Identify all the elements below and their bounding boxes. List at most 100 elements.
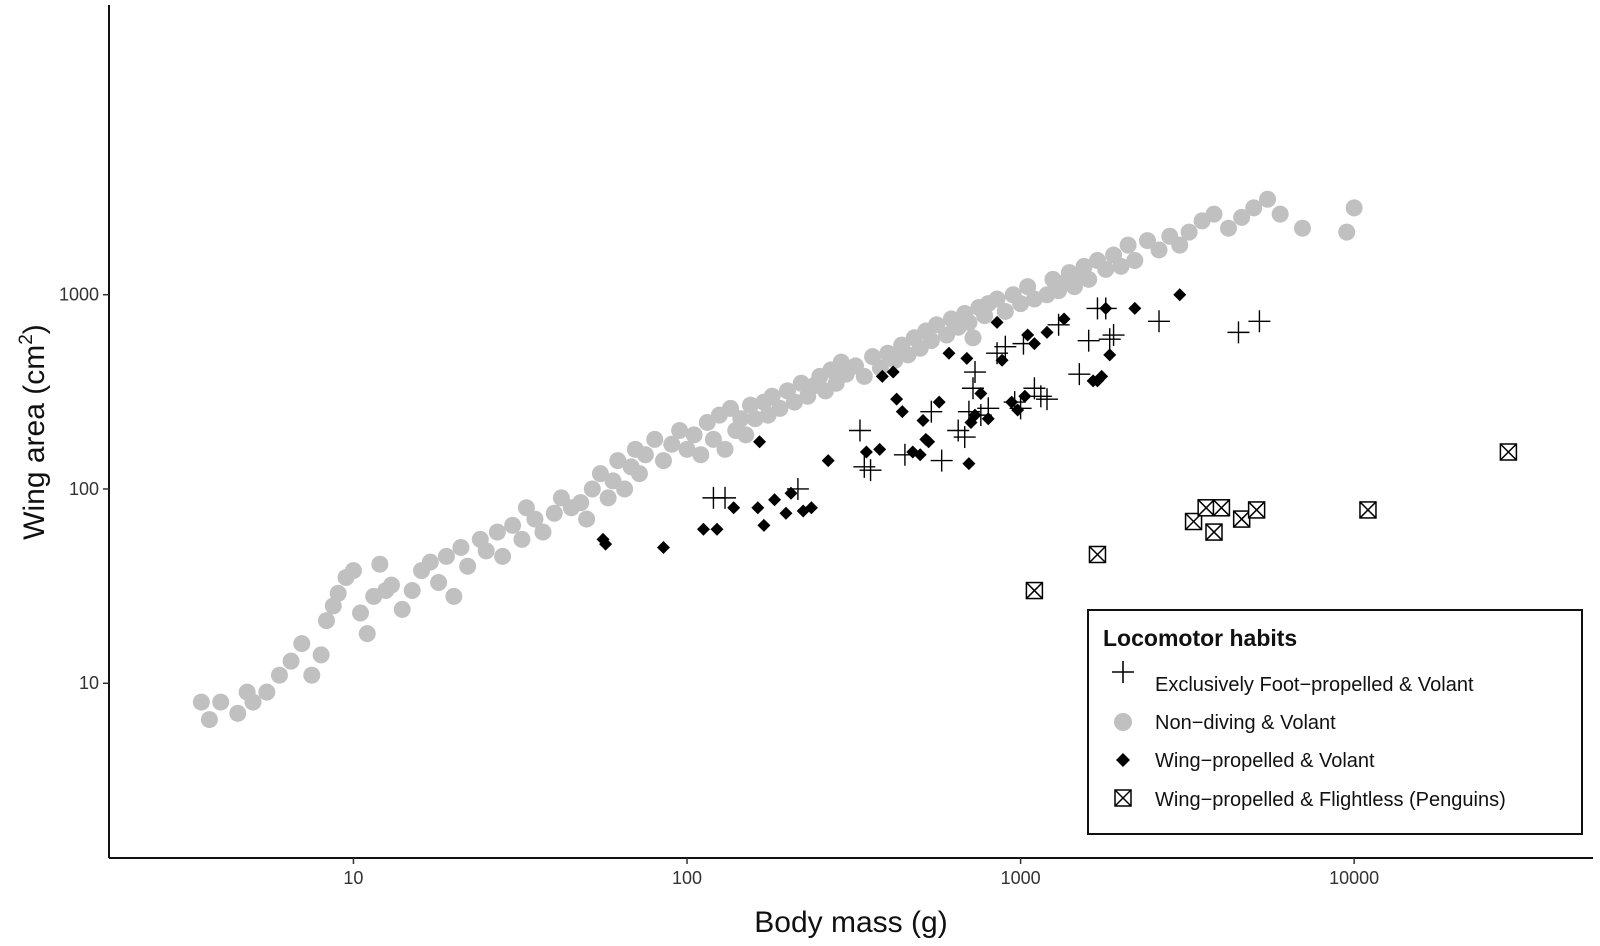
data-point-non-diving [654,452,672,470]
data-point-non-diving [488,523,506,541]
data-point-penguin [1499,443,1518,461]
data-point-non-diving [1138,232,1156,250]
data-point-non-diving [192,693,210,711]
data-point-foot-propelled [714,486,737,509]
legend-key-circle [1114,713,1132,731]
data-point-wing-propelled [886,365,900,379]
data-point-foot-propelled [1077,329,1100,352]
legend-key-plus [1112,661,1134,683]
data-point-foot-propelled [947,419,970,442]
data-point-non-diving [1171,236,1189,254]
data-point-non-diving [786,393,804,411]
data-point-non-diving [771,399,789,417]
data-point-non-diving [352,604,370,622]
data-point-non-diving [312,646,330,664]
data-point-foot-propelled [786,477,809,500]
data-point-wing-propelled [768,493,782,507]
data-point-foot-propelled [853,455,876,478]
data-point-penguin [1184,512,1203,531]
data-point-foot-propelled [1148,310,1171,333]
data-point-non-diving [763,387,781,405]
x-tick-label: 10000 [1329,868,1379,888]
data-point-non-diving [737,426,755,444]
y-tick-label: 10 [79,673,99,693]
data-point-foot-propelled [859,459,882,482]
data-point-foot-propelled [1009,397,1032,420]
data-point-non-diving [732,410,750,428]
data-point-foot-propelled [986,342,1009,365]
data-point-non-diving [393,600,411,618]
data-point-non-diving [1271,205,1289,223]
data-point-wing-propelled [890,392,904,406]
data-point-non-diving [591,465,609,483]
legend-label-foot-propelled: Exclusively Foot−propelled & Volant [1155,674,1474,696]
data-point-wing-propelled [779,506,793,520]
data-point-non-diving [244,693,262,711]
data-point-non-diving [1119,236,1137,254]
data-point-non-diving [229,704,247,722]
data-point-wing-propelled [1173,288,1187,302]
data-point-wing-propelled [962,457,976,471]
data-point-non-diving [303,666,321,684]
data-point-non-diving [1338,223,1356,241]
data-point-wing-propelled [990,315,1004,329]
y-axis-title-close: ) [18,324,51,334]
data-point-foot-propelled [962,377,985,400]
data-point-wing-propelled [696,522,710,536]
data-point-wing-propelled [1021,328,1035,342]
data-point-non-diving [572,494,590,512]
legend-title: Locomotor habits [1103,625,1297,651]
data-point-non-diving [526,510,544,528]
data-point-non-diving [459,557,477,575]
data-point-penguin [1205,523,1223,541]
data-point-non-diving [371,555,389,573]
data-point-non-diving [646,430,664,448]
data-point-non-diving [1293,219,1311,237]
data-point-wing-propelled [821,454,835,468]
x-tick-label: 10 [343,868,363,888]
data-point-non-diving [504,516,522,534]
data-point-non-diving [494,547,512,565]
data-point-non-diving [317,612,335,630]
data-point-foot-propelled [1094,297,1117,320]
data-point-non-diving [212,693,230,711]
data-point-non-diving [792,374,810,392]
data-point-non-diving [421,553,439,571]
data-point-non-diving [1219,219,1237,237]
data-point-non-diving [1075,257,1093,275]
data-point-wing-propelled [1103,348,1117,362]
y-axis-title-superscript: 2 [16,334,37,345]
data-point-non-diving [1097,260,1115,278]
data-point-non-diving [344,562,362,580]
data-point-non-diving [599,489,617,507]
data-point-non-diving [988,290,1006,308]
data-point-non-diving [1012,295,1030,313]
data-point-wing-propelled [875,369,889,383]
data-point-wing-propelled [1040,325,1054,339]
data-point-foot-propelled [1248,310,1271,333]
data-point-non-diving [270,666,288,684]
data-point-non-diving [630,465,648,483]
data-point-foot-propelled [893,443,916,466]
data-point-non-diving [704,430,722,448]
data-point-non-diving [430,574,448,592]
data-point-foot-propelled [953,426,976,449]
data-point-wing-propelled [751,501,765,515]
data-point-non-diving [513,530,531,548]
data-point-non-diving [855,367,873,385]
data-point-foot-propelled [1098,328,1121,351]
data-point-foot-propelled [1068,363,1091,386]
data-point-wing-propelled [922,435,936,449]
data-point-non-diving [716,440,734,458]
data-point-penguin [1247,501,1266,519]
data-point-foot-propelled [1047,313,1070,336]
data-point-foot-propelled [957,400,980,423]
data-point-foot-propelled [1003,391,1026,414]
data-point-non-diving [1245,199,1263,217]
data-point-wing-propelled [753,435,767,449]
data-point-non-diving [329,584,347,602]
data-point-non-diving [200,711,218,729]
data-point-wing-propelled [804,501,818,515]
plot-area [192,190,1518,729]
